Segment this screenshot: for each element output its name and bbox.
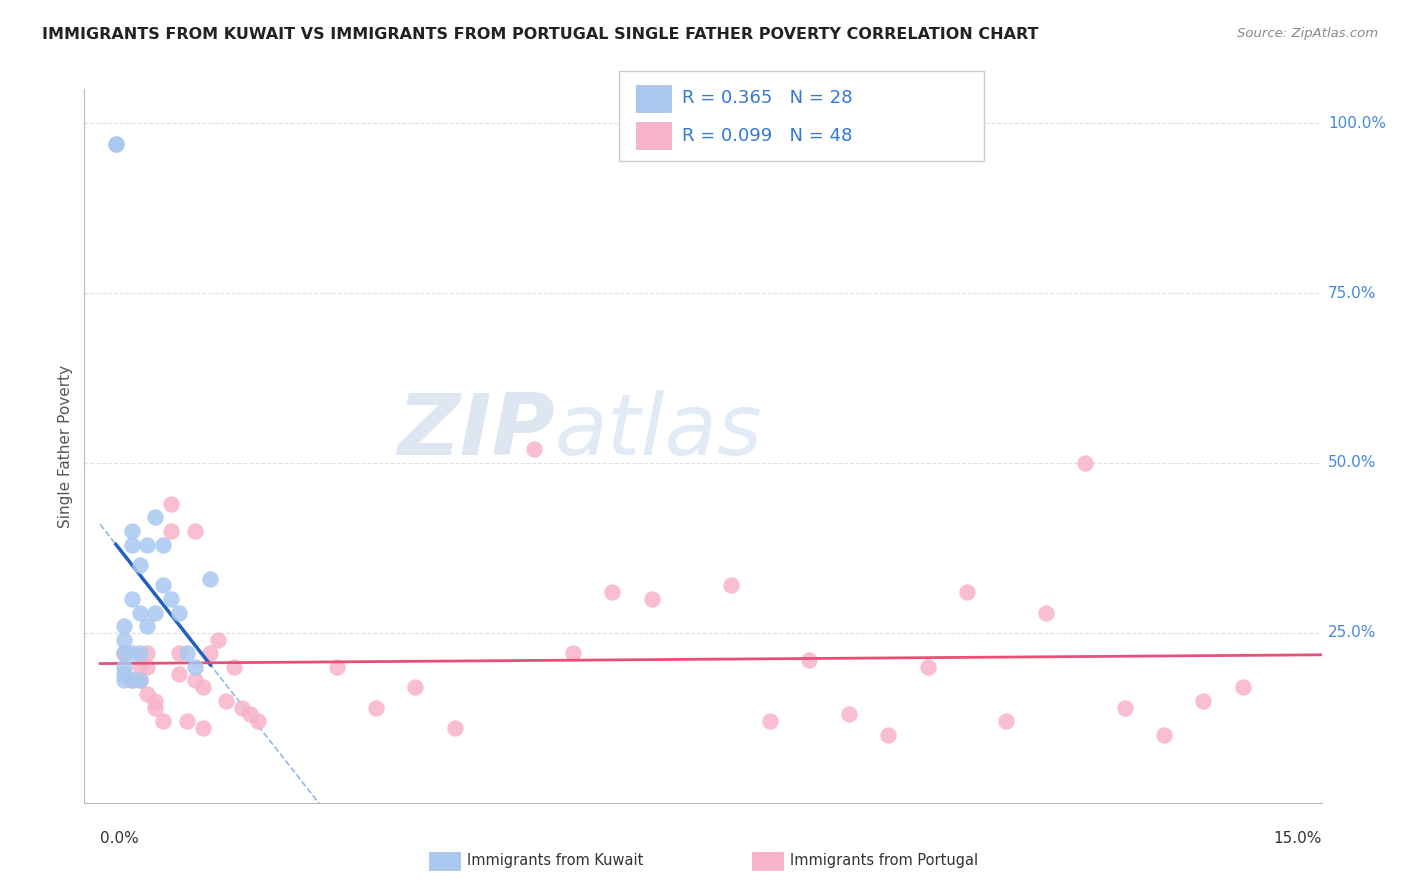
Text: Source: ZipAtlas.com: Source: ZipAtlas.com bbox=[1237, 27, 1378, 40]
Point bbox=[112, 619, 135, 633]
Point bbox=[143, 606, 166, 620]
Point bbox=[1192, 694, 1215, 708]
Text: IMMIGRANTS FROM KUWAIT VS IMMIGRANTS FROM PORTUGAL SINGLE FATHER POVERTY CORRELA: IMMIGRANTS FROM KUWAIT VS IMMIGRANTS FRO… bbox=[42, 27, 1039, 42]
Point bbox=[239, 707, 262, 722]
Point bbox=[121, 673, 143, 688]
Point bbox=[995, 714, 1018, 729]
Point bbox=[160, 497, 183, 511]
Point bbox=[443, 721, 465, 735]
Point bbox=[191, 680, 214, 694]
Point bbox=[112, 666, 135, 681]
Point bbox=[176, 714, 198, 729]
Text: 25.0%: 25.0% bbox=[1327, 625, 1376, 640]
Point bbox=[143, 700, 166, 714]
Point bbox=[799, 653, 821, 667]
Text: atlas: atlas bbox=[554, 390, 762, 474]
Point bbox=[183, 660, 205, 674]
Point bbox=[246, 714, 269, 729]
Point bbox=[104, 136, 127, 151]
Point bbox=[128, 673, 150, 688]
Text: Immigrants from Kuwait: Immigrants from Kuwait bbox=[467, 854, 643, 868]
Y-axis label: Single Father Poverty: Single Father Poverty bbox=[58, 365, 73, 527]
Point bbox=[183, 524, 205, 538]
Point bbox=[112, 660, 135, 674]
Point bbox=[152, 537, 174, 551]
Point bbox=[522, 442, 544, 457]
Point bbox=[759, 714, 782, 729]
Point bbox=[128, 660, 150, 674]
Point bbox=[602, 585, 624, 599]
Text: 75.0%: 75.0% bbox=[1327, 285, 1376, 301]
Text: R = 0.365   N = 28: R = 0.365 N = 28 bbox=[682, 89, 852, 107]
Point bbox=[176, 646, 198, 660]
Point bbox=[167, 666, 190, 681]
Point bbox=[562, 646, 585, 660]
Point bbox=[121, 673, 143, 688]
Point bbox=[121, 537, 143, 551]
Point bbox=[136, 660, 159, 674]
Point bbox=[167, 646, 190, 660]
Point bbox=[191, 721, 214, 735]
Point bbox=[112, 646, 135, 660]
Point bbox=[112, 646, 135, 660]
Point bbox=[325, 660, 347, 674]
Point bbox=[404, 680, 426, 694]
Point bbox=[104, 136, 127, 151]
Point bbox=[121, 524, 143, 538]
Point bbox=[215, 694, 238, 708]
Point bbox=[222, 660, 245, 674]
Point bbox=[1074, 456, 1097, 470]
Text: 15.0%: 15.0% bbox=[1274, 831, 1322, 847]
Point bbox=[128, 646, 150, 660]
Point bbox=[231, 700, 253, 714]
Point bbox=[183, 673, 205, 688]
Point bbox=[917, 660, 939, 674]
Point bbox=[720, 578, 742, 592]
Text: ZIP: ZIP bbox=[396, 390, 554, 474]
Point bbox=[152, 578, 174, 592]
Point bbox=[121, 646, 143, 660]
Point bbox=[200, 646, 222, 660]
Point bbox=[143, 694, 166, 708]
Point bbox=[112, 673, 135, 688]
Point bbox=[200, 572, 222, 586]
Point bbox=[1035, 606, 1057, 620]
Point bbox=[167, 606, 190, 620]
Point bbox=[956, 585, 979, 599]
Point bbox=[152, 714, 174, 729]
Point bbox=[160, 524, 183, 538]
Text: R = 0.099   N = 48: R = 0.099 N = 48 bbox=[682, 127, 852, 145]
Point bbox=[143, 510, 166, 524]
Point bbox=[207, 632, 229, 647]
Text: 100.0%: 100.0% bbox=[1327, 116, 1386, 131]
Point bbox=[1153, 728, 1175, 742]
Point bbox=[128, 606, 150, 620]
Point bbox=[112, 632, 135, 647]
Point bbox=[136, 537, 159, 551]
Point bbox=[136, 646, 159, 660]
Text: 50.0%: 50.0% bbox=[1327, 456, 1376, 470]
Point bbox=[877, 728, 900, 742]
Point bbox=[641, 591, 664, 606]
Point bbox=[1114, 700, 1136, 714]
Text: Immigrants from Portugal: Immigrants from Portugal bbox=[790, 854, 979, 868]
Point bbox=[136, 687, 159, 701]
Text: 0.0%: 0.0% bbox=[100, 831, 139, 847]
Point bbox=[838, 707, 860, 722]
Point bbox=[1232, 680, 1254, 694]
Point bbox=[128, 558, 150, 572]
Point bbox=[128, 673, 150, 688]
Point bbox=[364, 700, 387, 714]
Point bbox=[160, 591, 183, 606]
Point bbox=[136, 619, 159, 633]
Point bbox=[121, 591, 143, 606]
